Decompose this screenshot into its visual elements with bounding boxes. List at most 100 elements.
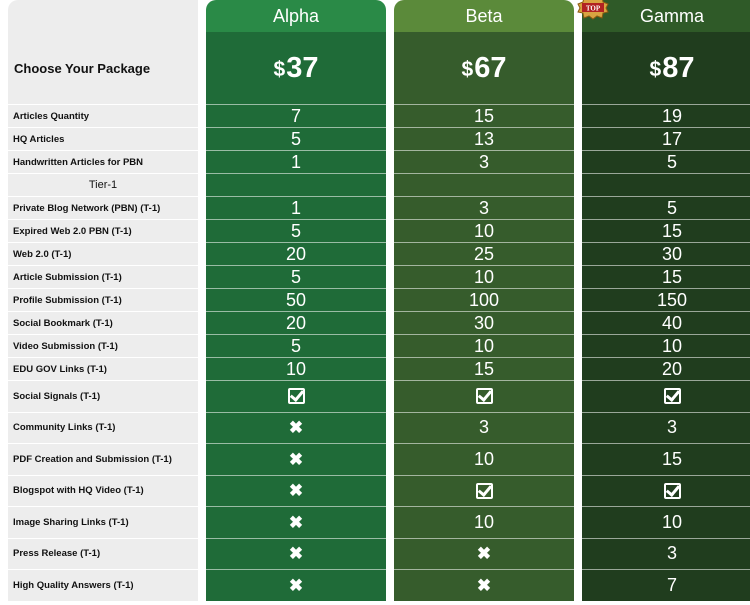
feature-value: 19	[582, 104, 750, 127]
feature-value: 5	[206, 334, 386, 357]
package-price-gamma: $87	[582, 32, 750, 104]
feature-value: 15	[582, 265, 750, 288]
feature-value: 10	[394, 506, 574, 538]
feature-value: 3	[582, 537, 750, 569]
feature-value: 3	[582, 411, 750, 443]
package-name-gamma-label: Gamma	[639, 5, 704, 26]
checkmark-icon	[287, 388, 305, 405]
feature-value: 5	[206, 127, 386, 150]
check-icon	[582, 474, 750, 506]
currency-symbol: $	[649, 58, 662, 81]
feature-label: EDU GOV Links (T-1)	[8, 357, 198, 380]
package-price-alpha: $37	[206, 32, 386, 104]
feature-value: 3	[394, 196, 574, 219]
x-mark-icon: ✖	[288, 575, 304, 595]
check-icon	[206, 380, 386, 412]
feature-label: Community Links (T-1)	[8, 411, 198, 443]
choose-package-label: Choose Your Package	[8, 32, 198, 104]
feature-label: Private Blog Network (PBN) (T-1)	[8, 196, 198, 219]
check-icon	[582, 380, 750, 412]
feature-value: 1	[206, 196, 386, 219]
x-mark-icon: ✖	[476, 575, 492, 595]
feature-value: 7	[582, 569, 750, 601]
feature-value: 10	[394, 265, 574, 288]
feature-label: Video Submission (T-1)	[8, 334, 198, 357]
feature-label: Social Bookmark (T-1)	[8, 311, 198, 334]
x-mark-icon: ✖	[288, 481, 304, 501]
feature-value: 10	[582, 334, 750, 357]
price-amount: 87	[662, 51, 695, 84]
feature-value: 7	[206, 104, 386, 127]
price-amount: 67	[474, 51, 507, 84]
package-price-beta: $67	[394, 32, 574, 104]
top-badge-icon: TOP	[577, 0, 609, 20]
feature-value: 13	[394, 127, 574, 150]
feature-label: Image Sharing Links (T-1)	[8, 506, 198, 538]
feature-value: 50	[206, 288, 386, 311]
feature-value: 40	[582, 311, 750, 334]
checkmark-icon	[475, 388, 493, 405]
feature-value: 1	[206, 150, 386, 173]
feature-label: HQ Articles	[8, 127, 198, 150]
feature-value: 150	[582, 288, 750, 311]
package-column-gamma[interactable]: TOP Gamma $87 19 17 5 5 15 30 15 150 40 10 20 3 15 10…	[577, 0, 750, 601]
cross-icon: ✖	[206, 443, 386, 475]
x-mark-icon: ✖	[288, 418, 304, 438]
cross-icon: ✖	[206, 537, 386, 569]
cross-icon: ✖	[206, 569, 386, 601]
feature-value: 10	[582, 506, 750, 538]
feature-value: 15	[582, 443, 750, 475]
x-mark-icon: ✖	[288, 544, 304, 564]
cross-icon: ✖	[206, 411, 386, 443]
feature-value: 10	[394, 219, 574, 242]
feature-value: 100	[394, 288, 574, 311]
feature-label: PDF Creation and Submission (T-1)	[8, 443, 198, 475]
feature-label: Handwritten Articles for PBN	[8, 150, 198, 173]
feature-value: 25	[394, 242, 574, 265]
currency-symbol: $	[461, 58, 474, 81]
pricing-table: Choose Your Package Articles Quantity HQ …	[8, 0, 750, 601]
check-icon	[394, 380, 574, 412]
currency-symbol: $	[273, 58, 286, 81]
feature-value: 20	[206, 242, 386, 265]
feature-value: 10	[206, 357, 386, 380]
package-name-gamma: TOP Gamma	[577, 0, 750, 32]
feature-label: Social Signals (T-1)	[8, 380, 198, 412]
feature-label: Blogspot with HQ Video (T-1)	[8, 474, 198, 506]
feature-label: Profile Submission (T-1)	[8, 288, 198, 311]
feature-value: 3	[394, 150, 574, 173]
x-mark-icon: ✖	[476, 544, 492, 564]
feature-value: 15	[582, 219, 750, 242]
feature-label: High Quality Answers (T-1)	[8, 569, 198, 601]
feature-label: Press Release (T-1)	[8, 537, 198, 569]
feature-value: 5	[206, 265, 386, 288]
x-mark-icon: ✖	[288, 512, 304, 532]
feature-value	[206, 173, 386, 196]
feature-value: 15	[394, 357, 574, 380]
cross-icon: ✖	[394, 537, 574, 569]
feature-value: 15	[394, 104, 574, 127]
feature-value: 17	[582, 127, 750, 150]
feature-label: Expired Web 2.0 PBN (T-1)	[8, 219, 198, 242]
feature-value: 30	[582, 242, 750, 265]
feature-value: 20	[206, 311, 386, 334]
cross-icon: ✖	[206, 474, 386, 506]
package-column-beta[interactable]: Beta $67 15 13 3 3 10 25 10 100 30 10 15 3 10 10 ✖ ✖	[394, 0, 574, 601]
feature-value	[582, 173, 750, 196]
check-icon	[394, 474, 574, 506]
checkmark-icon	[475, 482, 493, 499]
label-column-header	[8, 0, 198, 32]
feature-value: 30	[394, 311, 574, 334]
feature-value	[394, 173, 574, 196]
feature-value: 5	[582, 196, 750, 219]
badge-text: TOP	[586, 5, 601, 13]
feature-value: 5	[206, 219, 386, 242]
package-column-alpha[interactable]: Alpha $37 7 5 1 1 5 20 5 50 20 5 10 ✖ ✖ ✖ ✖ ✖ ✖	[206, 0, 386, 601]
feature-label: Articles Quantity	[8, 104, 198, 127]
x-mark-icon: ✖	[288, 449, 304, 469]
feature-value: 20	[582, 357, 750, 380]
feature-value: 10	[394, 334, 574, 357]
checkmark-icon	[663, 482, 681, 499]
feature-value: 3	[394, 411, 574, 443]
cross-icon: ✖	[206, 506, 386, 538]
